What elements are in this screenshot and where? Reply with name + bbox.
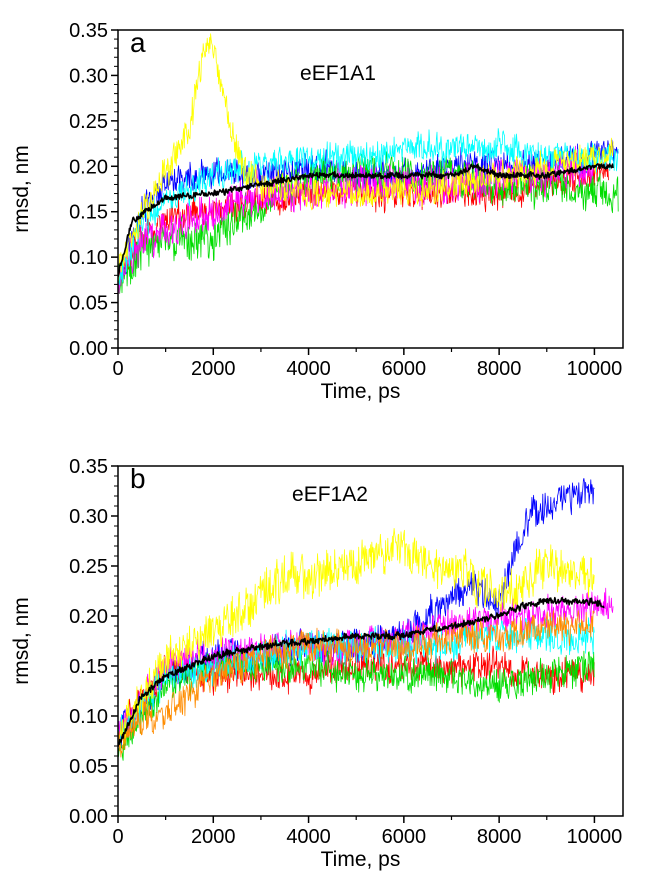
axis-layer: 0 2000 4000 6000 8000 10000 0.00 0.05 0.10 0.15 0.…: [69, 20, 622, 380]
y-tick-label: 0.30: [69, 65, 108, 87]
x-tick-label: 2000: [191, 358, 236, 380]
x-tick-label: 6000: [382, 358, 427, 380]
series-layer: [118, 33, 619, 294]
y-tick-label: 0.10: [69, 706, 108, 728]
y-tick-label: 0.35: [69, 456, 108, 478]
series-layer: [118, 478, 614, 761]
y-tick-label: 0.15: [69, 202, 108, 224]
y-tick-label: 0.25: [69, 111, 108, 133]
y-axis-label: rmsd, nm: [10, 597, 33, 685]
panel-letter: b: [130, 463, 146, 494]
x-tick-label: 4000: [286, 358, 331, 380]
series-blue-line: [118, 478, 595, 748]
y-tick-label: 0.30: [69, 506, 108, 528]
x-tick-label: 0: [112, 826, 123, 848]
plot-title: eEF1A1: [300, 62, 376, 85]
y-tick-label: 0.35: [69, 20, 108, 42]
x-tick-label: 8000: [477, 358, 522, 380]
x-tick-label: 2000: [191, 826, 236, 848]
x-tick-label: 0: [112, 358, 123, 380]
x-tick-label: 4000: [286, 826, 331, 848]
series-magenta-line: [118, 145, 595, 294]
y-tick-label: 0.10: [69, 247, 108, 269]
series-black-line: [118, 596, 605, 747]
axis-layer: 0 2000 4000 6000 8000 10000 0.00 0.05 0.10 0.15 0.…: [69, 456, 622, 848]
y-tick-label: 0.20: [69, 156, 108, 178]
series-cyan-line: [118, 128, 619, 287]
series-green-line: [118, 649, 595, 761]
series-orange-line: [118, 610, 595, 758]
y-tick-label: 0.05: [69, 293, 108, 315]
y-tick-label: 0.00: [69, 806, 108, 828]
series-yellow-line: [118, 33, 614, 281]
y-axis-label: rmsd, nm: [10, 145, 33, 233]
plot-frame: [117, 465, 624, 817]
y-tick-label: 0.20: [69, 606, 108, 628]
y-tick-label: 0.00: [69, 338, 108, 360]
panel-a: a eEF1A1 Time, ps rmsd, nm 0 2000 4000 6000…: [10, 20, 624, 403]
x-tick-label: 10000: [567, 358, 623, 380]
panel-letter: a: [130, 27, 146, 58]
plot-frame: [117, 29, 624, 349]
x-axis-label: Time, ps: [321, 848, 401, 871]
y-tick-label: 0.25: [69, 556, 108, 578]
x-tick-label: 10000: [567, 826, 623, 848]
x-axis-label: Time, ps: [321, 380, 401, 403]
y-tick-label: 0.05: [69, 756, 108, 778]
series-green-line: [118, 151, 619, 294]
x-tick-label: 6000: [382, 826, 427, 848]
panel-b: b eEF1A2 Time, ps rmsd, nm 0 2000 4000 6000…: [10, 456, 624, 871]
x-tick-label: 8000: [477, 826, 522, 848]
plot-title: eEF1A2: [292, 483, 368, 506]
y-tick-label: 0.15: [69, 656, 108, 678]
series-yellow-line: [118, 528, 595, 746]
series-black-line: [118, 163, 614, 278]
